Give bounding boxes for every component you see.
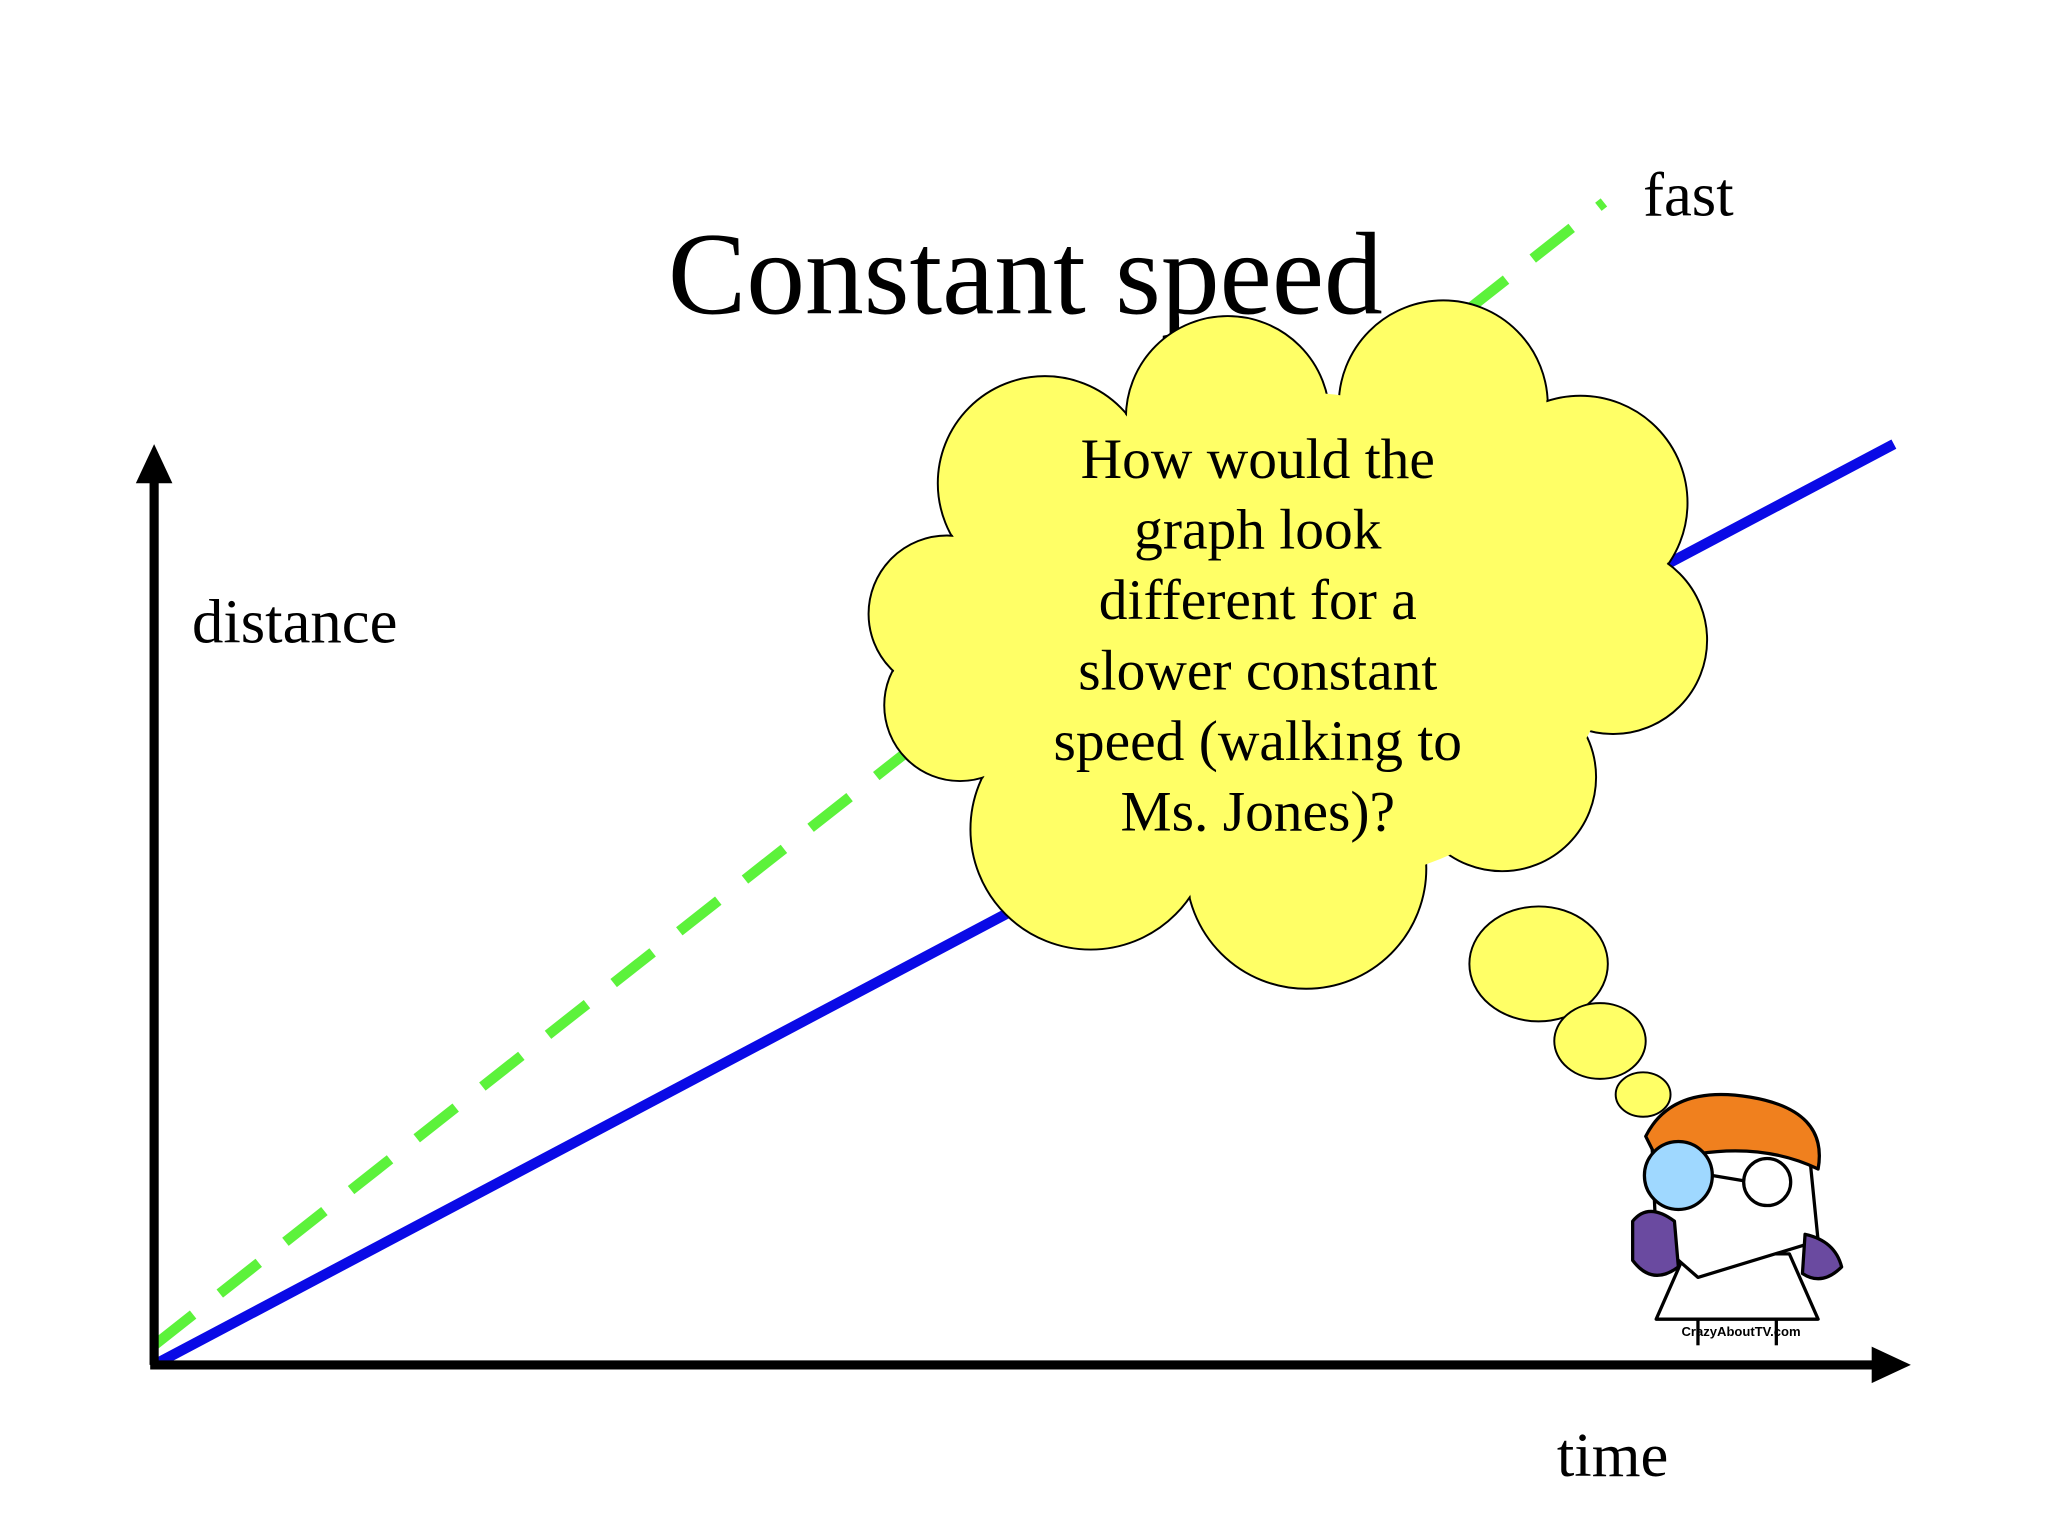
bubble-line: slower constant: [1078, 640, 1437, 703]
watermark: CrazyAboutTV.com: [1681, 1324, 1800, 1339]
line-label: fast: [1643, 160, 1734, 230]
bubble-line: Ms. Jones)?: [1121, 781, 1395, 844]
cartoon-character: [1631, 1092, 1844, 1346]
bubble-text: How would the graph look different for a…: [1054, 428, 1462, 844]
bubble-line: How would the: [1081, 428, 1435, 491]
bubble-line: different for a: [1099, 569, 1417, 632]
y-axis-label: distance: [192, 587, 397, 657]
y-axis-arrow: [135, 444, 173, 484]
bubble-line: speed (walking to: [1054, 710, 1462, 773]
x-axis-label: time: [1557, 1420, 1668, 1490]
bubble-line: graph look: [1134, 499, 1382, 562]
x-axis-arrow: [1871, 1346, 1911, 1384]
title: Constant speed: [668, 209, 1383, 339]
thought-cloud: [867, 299, 1709, 1118]
